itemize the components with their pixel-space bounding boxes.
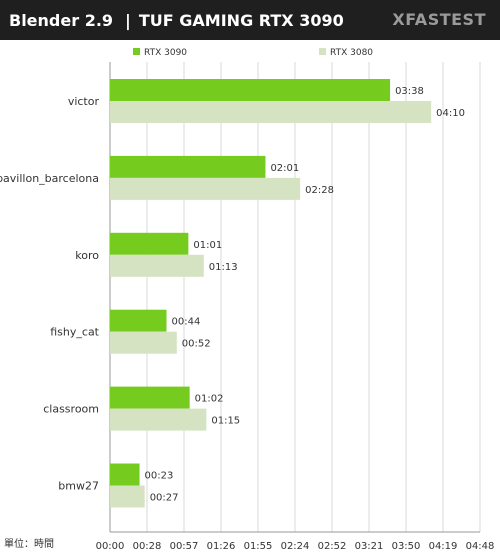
data-label: 02:01 xyxy=(270,163,299,174)
x-tick-label: 03:50 xyxy=(392,541,421,552)
x-tick-label: 01:26 xyxy=(207,541,236,552)
category-label: classroom xyxy=(43,403,99,416)
x-tick-label: 00:00 xyxy=(96,541,125,552)
bar xyxy=(110,331,177,354)
data-label: 00:44 xyxy=(172,317,201,328)
x-tick-label: 04:19 xyxy=(429,541,458,552)
x-tick-label: 02:24 xyxy=(281,541,310,552)
x-tick-label: 02:52 xyxy=(318,541,347,552)
legend-swatch xyxy=(133,48,140,55)
category-label: fishy_cat xyxy=(50,326,99,339)
data-label: 00:23 xyxy=(145,471,174,482)
bar xyxy=(110,309,167,332)
unit-label: 單位：時間 xyxy=(4,539,54,550)
category-label: koro xyxy=(75,249,99,262)
x-tick-label: 00:57 xyxy=(170,541,199,552)
data-label: 01:02 xyxy=(195,394,224,405)
bar xyxy=(110,155,266,178)
bar xyxy=(110,177,301,200)
bar xyxy=(110,101,432,123)
x-tick-label: 03:21 xyxy=(355,541,384,552)
data-label: 01:15 xyxy=(211,416,240,427)
category-label: victor xyxy=(68,95,100,108)
x-tick-label: 01:55 xyxy=(244,541,273,552)
data-label: 01:01 xyxy=(193,240,222,251)
legend-label: RTX 3080 xyxy=(330,48,373,58)
data-label: 04:10 xyxy=(436,108,465,119)
bar xyxy=(110,386,190,409)
category-label: bmw27 xyxy=(58,480,99,493)
data-label: 00:52 xyxy=(182,339,211,350)
bar xyxy=(110,408,207,431)
benchmark-title: Blender 2.9 xyxy=(9,10,114,30)
data-label: 00:27 xyxy=(150,493,179,504)
bar xyxy=(110,79,391,101)
x-tick-label: 04:48 xyxy=(466,541,495,552)
bar xyxy=(110,463,140,486)
x-tick-label: 00:28 xyxy=(133,541,162,552)
gpu-title: TUF GAMING RTX 3090 xyxy=(138,10,344,30)
data-label: 02:28 xyxy=(305,185,334,196)
bar xyxy=(110,485,145,508)
data-label: 01:13 xyxy=(209,262,238,273)
legend-swatch xyxy=(319,48,326,55)
legend-label: RTX 3090 xyxy=(144,48,187,58)
bar xyxy=(110,254,204,277)
title-separator: | xyxy=(125,10,131,30)
brand-logo: XFASTEST xyxy=(392,10,486,29)
bar xyxy=(110,232,189,255)
category-label: pavillon_barcelona xyxy=(0,172,99,185)
chart-header: Blender 2.9 | TUF GAMING RTX 3090 XFASTE… xyxy=(0,0,500,40)
data-label: 03:38 xyxy=(395,86,424,97)
